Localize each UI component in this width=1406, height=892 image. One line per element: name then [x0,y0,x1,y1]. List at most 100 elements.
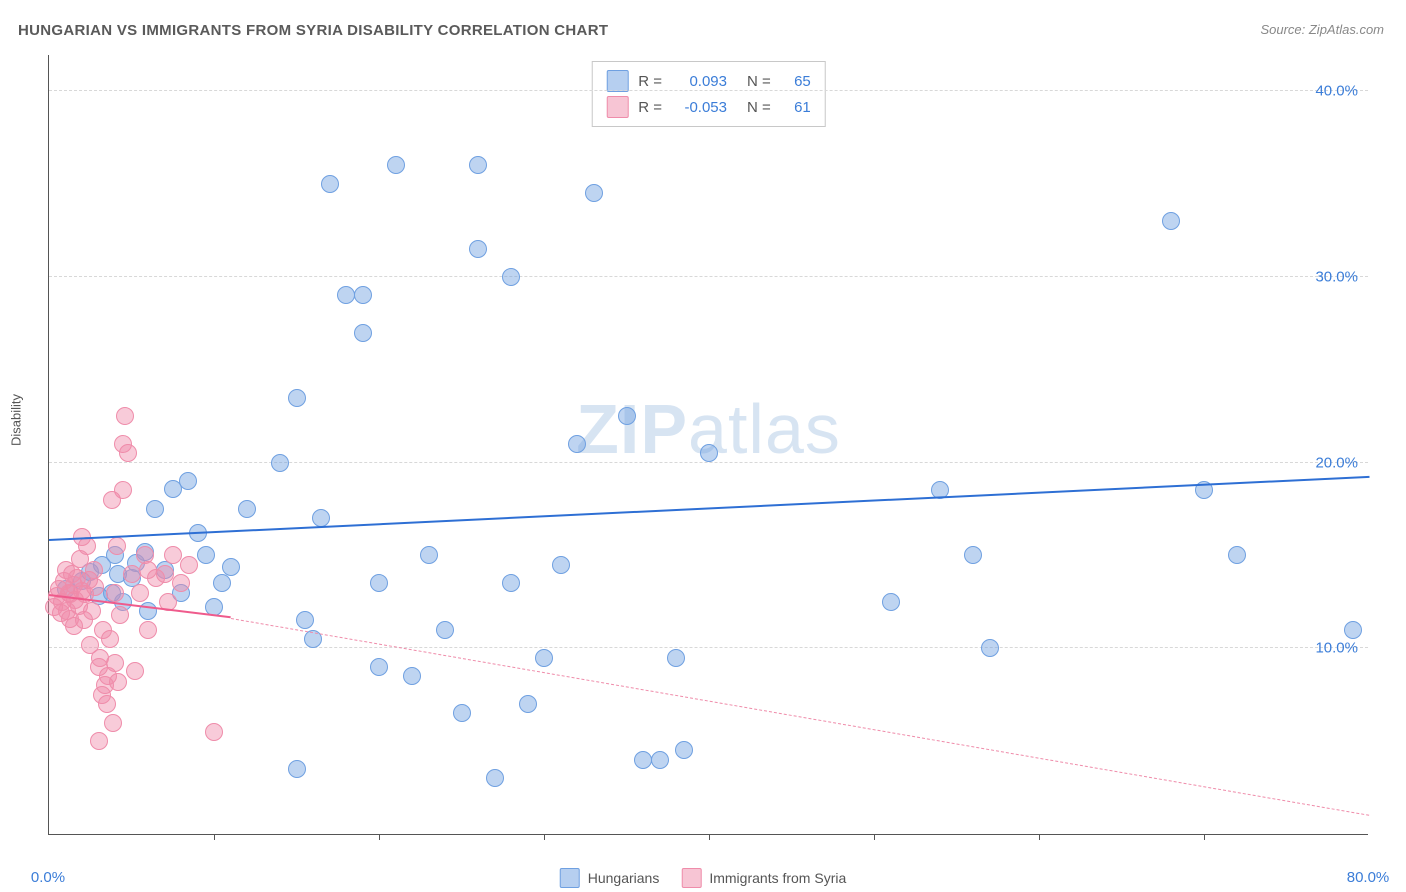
n-value-syria: 61 [781,99,811,116]
x-tick [214,834,215,840]
data-point [420,546,438,564]
data-point [98,695,116,713]
y-tick-label: 30.0% [1315,268,1358,285]
data-point [131,584,149,602]
data-point [180,556,198,574]
data-point [1162,212,1180,230]
x-tick-label: 0.0% [31,869,65,886]
swatch-pink [681,868,701,888]
data-point [667,649,685,667]
data-point [312,509,330,527]
swatch-pink [606,96,628,118]
data-point [126,662,144,680]
data-point [1344,621,1362,639]
data-point [106,584,124,602]
gridline-horizontal [49,647,1368,648]
data-point [651,751,669,769]
data-point [146,500,164,518]
data-point [179,472,197,490]
data-point [502,268,520,286]
data-point [403,667,421,685]
data-point [222,558,240,576]
data-point [370,574,388,592]
x-tick [1039,834,1040,840]
scatter-plot-area: ZIPatlas R = 0.093 N = 65 R = -0.053 N =… [48,55,1368,835]
data-point [321,175,339,193]
gridline-horizontal [49,276,1368,277]
data-point [387,156,405,174]
data-point [1228,546,1246,564]
data-point [519,695,537,713]
swatch-blue [606,70,628,92]
data-point [981,639,999,657]
data-point [469,156,487,174]
data-point [109,673,127,691]
data-point [205,723,223,741]
data-point [172,574,190,592]
x-tick [874,834,875,840]
legend-label-syria: Immigrants from Syria [709,870,846,886]
data-point [568,435,586,453]
r-label: R = [638,99,662,116]
data-point [156,565,174,583]
data-point [111,606,129,624]
data-point [535,649,553,667]
series-legend: Hungarians Immigrants from Syria [560,868,847,888]
data-point [882,593,900,611]
data-point [337,286,355,304]
x-tick [544,834,545,840]
data-point [119,444,137,462]
data-point [101,630,119,648]
swatch-blue [560,868,580,888]
data-point [90,732,108,750]
data-point [123,565,141,583]
n-label: N = [747,73,771,90]
data-point [114,481,132,499]
y-tick-label: 20.0% [1315,454,1358,471]
data-point [469,240,487,258]
n-label: N = [747,99,771,116]
data-point [964,546,982,564]
n-value-hungarian: 65 [781,73,811,90]
y-tick-label: 10.0% [1315,640,1358,657]
data-point [370,658,388,676]
chart-title: HUNGARIAN VS IMMIGRANTS FROM SYRIA DISAB… [18,22,608,39]
legend-label-hungarian: Hungarians [588,870,660,886]
source-attribution: Source: ZipAtlas.com [1260,22,1384,37]
x-tick-label: 80.0% [1347,869,1390,886]
data-point [108,537,126,555]
correlation-legend: R = 0.093 N = 65 R = -0.053 N = 61 [591,61,826,127]
data-point [675,741,693,759]
r-value-syria: -0.053 [672,99,727,116]
r-label: R = [638,73,662,90]
legend-row-syria: R = -0.053 N = 61 [606,94,811,120]
data-point [197,546,215,564]
data-point [436,621,454,639]
data-point [288,389,306,407]
data-point [552,556,570,574]
data-point [354,286,372,304]
data-point [634,751,652,769]
data-point [288,760,306,778]
data-point [700,444,718,462]
data-point [238,500,256,518]
gridline-horizontal [49,90,1368,91]
legend-item-syria: Immigrants from Syria [681,868,846,888]
data-point [213,574,231,592]
data-point [104,714,122,732]
x-tick [709,834,710,840]
data-point [585,184,603,202]
data-point [85,561,103,579]
x-tick [1204,834,1205,840]
r-value-hungarian: 0.093 [672,73,727,90]
legend-item-hungarian: Hungarians [560,868,660,888]
data-point [106,654,124,672]
watermark-bold: ZIP [576,390,688,468]
data-point [116,407,134,425]
data-point [83,602,101,620]
y-tick-label: 40.0% [1315,83,1358,100]
y-axis-label: Disability [9,394,24,446]
data-point [271,454,289,472]
x-tick [379,834,380,840]
data-point [618,407,636,425]
